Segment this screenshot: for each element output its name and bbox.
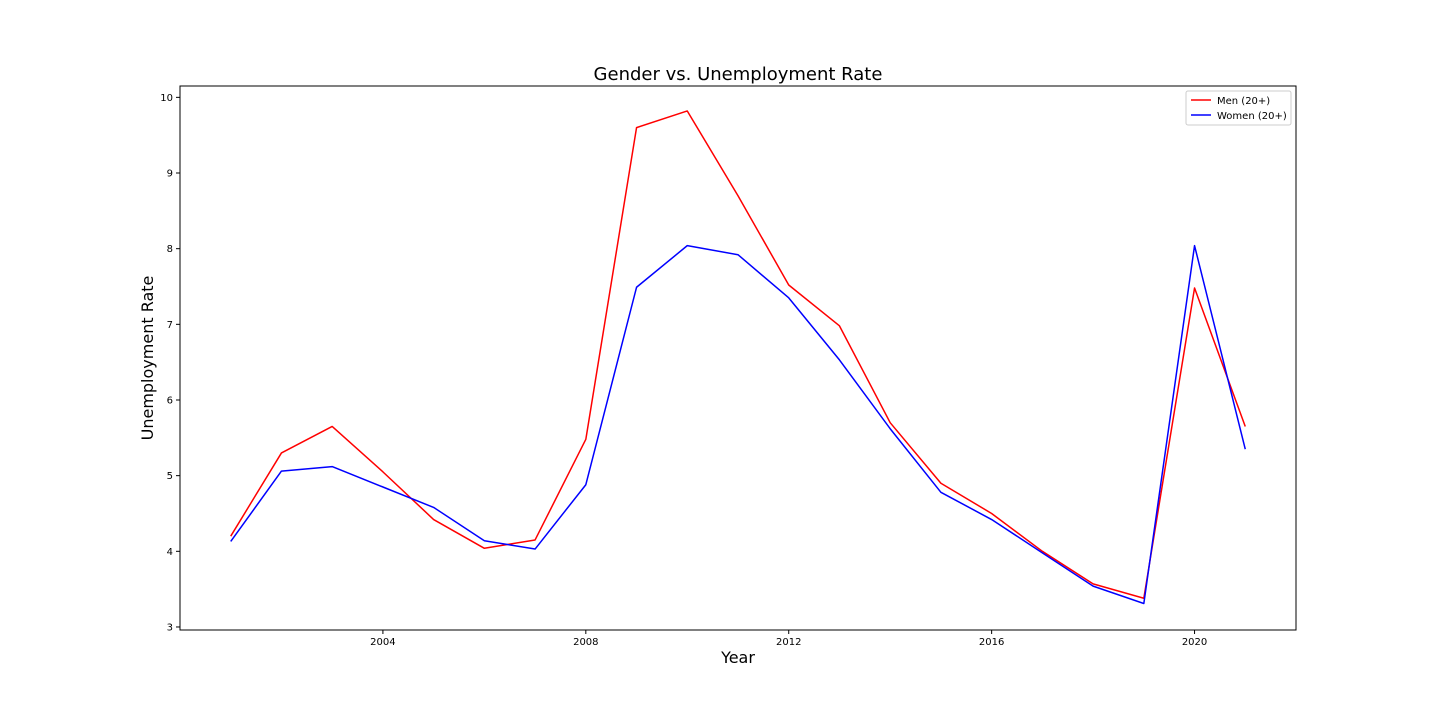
x-tick-label: 2020: [1182, 637, 1207, 648]
x-tick-label: 2012: [776, 637, 801, 648]
y-tick-label: 6: [167, 395, 173, 406]
y-tick-label: 9: [167, 169, 173, 180]
y-axis-title: Unemployment Rate: [138, 276, 157, 441]
series-line-women: [230, 244, 1246, 605]
y-tick-label: 3: [167, 622, 173, 633]
legend-label-women: Women (20+): [1217, 111, 1287, 122]
x-axis: 2004 2008 2012 2016 2020: [370, 630, 1207, 648]
y-tick-label: 4: [167, 547, 173, 558]
y-tick-label: 5: [167, 471, 173, 482]
series-layer: [230, 110, 1246, 605]
y-tick-label: 8: [167, 244, 173, 255]
legend-label-men: Men (20+): [1217, 96, 1270, 107]
x-tick-label: 2016: [979, 637, 1004, 648]
legend-box: [1185, 90, 1292, 126]
legend: Men (20+) Women (20+): [1185, 90, 1292, 126]
chart-title: Gender vs. Unemployment Rate: [594, 64, 883, 85]
y-tick-label: 7: [167, 320, 173, 331]
y-axis: 3 4 5 6 7 8 9 10: [160, 93, 180, 633]
x-tick-label: 2004: [370, 637, 395, 648]
x-tick-label: 2008: [573, 637, 598, 648]
x-axis-title: Year: [720, 648, 755, 667]
series-line-men: [230, 110, 1246, 599]
y-tick-label: 10: [160, 93, 173, 104]
plot-area: [180, 86, 1296, 630]
plot-frame: [179, 85, 1297, 631]
